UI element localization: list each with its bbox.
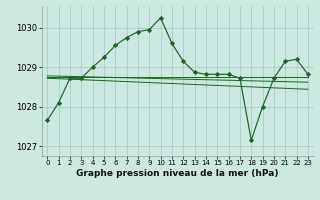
- X-axis label: Graphe pression niveau de la mer (hPa): Graphe pression niveau de la mer (hPa): [76, 169, 279, 178]
